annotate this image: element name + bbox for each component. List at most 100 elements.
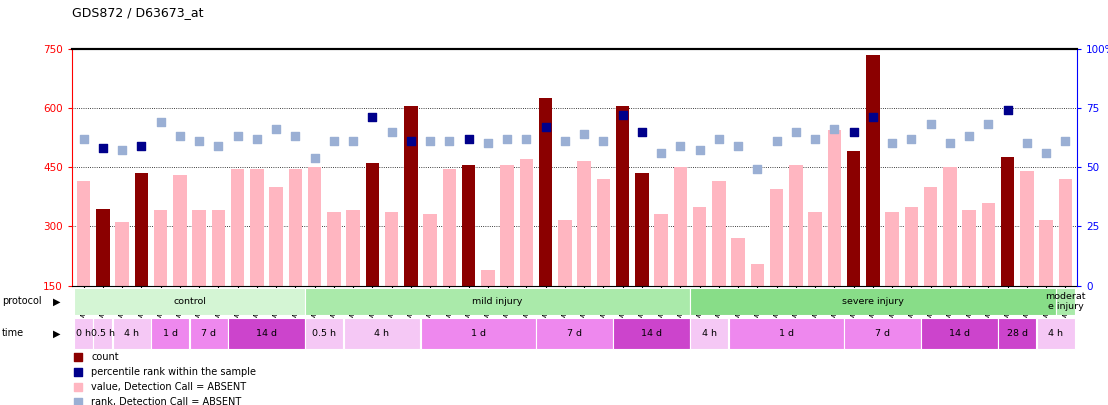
Bar (228, 318, 305, 349)
Point (903, 135, 921, 142)
Point (382, 128, 400, 135)
Bar (692, 207, 707, 286)
Bar (151, 318, 189, 349)
Text: 14 d: 14 d (642, 329, 661, 338)
Point (267, 126, 285, 132)
Point (864, 114, 882, 121)
Point (922, 121, 940, 128)
Point (402, 138, 420, 144)
Point (844, 128, 862, 135)
Bar (943, 167, 956, 286)
Point (460, 135, 478, 142)
Bar (384, 213, 399, 286)
Bar (250, 169, 264, 286)
Point (883, 140, 901, 147)
Bar (305, 318, 343, 349)
Point (325, 138, 342, 144)
Text: rank, Detection Call = ABSENT: rank, Detection Call = ABSENT (91, 397, 242, 405)
Bar (885, 213, 899, 286)
Point (1037, 149, 1055, 156)
Bar (366, 163, 379, 286)
Point (363, 114, 381, 121)
Point (575, 131, 593, 137)
Bar (76, 181, 91, 286)
Bar (750, 264, 765, 286)
Bar (538, 98, 553, 286)
Point (345, 138, 362, 144)
Text: 7 d: 7 d (202, 329, 216, 338)
Bar (96, 209, 110, 286)
Point (941, 140, 958, 147)
Text: 14 d: 14 d (256, 329, 277, 338)
Bar (690, 318, 728, 349)
Text: 7 d: 7 d (875, 329, 890, 338)
Point (152, 119, 170, 125)
Bar (421, 318, 536, 349)
Bar (212, 211, 225, 286)
Point (710, 135, 728, 142)
Text: percentile rank within the sample: percentile rank within the sample (91, 367, 256, 377)
Bar (501, 165, 514, 286)
Bar (189, 318, 228, 349)
Bar (74, 288, 305, 315)
Text: 4 h: 4 h (701, 329, 717, 338)
Text: 4 h: 4 h (375, 329, 390, 338)
Bar (674, 167, 687, 286)
Point (228, 133, 246, 139)
Bar (115, 222, 129, 286)
Bar (423, 215, 437, 286)
Point (787, 128, 804, 135)
Text: severe injury: severe injury (842, 297, 904, 306)
Point (690, 147, 708, 154)
Bar (113, 318, 151, 349)
Text: GDS872 / D63673_at: GDS872 / D63673_at (72, 6, 204, 19)
Text: 4 h: 4 h (1048, 329, 1064, 338)
Text: count: count (91, 352, 119, 362)
Text: 1 d: 1 d (779, 329, 793, 338)
Point (768, 138, 786, 144)
Point (287, 133, 305, 139)
Point (536, 124, 554, 130)
Bar (596, 179, 611, 286)
Text: ▶: ▶ (53, 328, 61, 338)
Point (171, 133, 188, 139)
Bar (93, 318, 112, 349)
Point (729, 143, 747, 149)
Point (749, 166, 767, 173)
Point (209, 143, 227, 149)
Point (390, 74, 408, 80)
Point (441, 138, 459, 144)
Bar (616, 106, 629, 286)
Point (74, 135, 92, 142)
Point (479, 140, 496, 147)
Bar (577, 161, 591, 286)
Bar (904, 207, 919, 286)
Bar (963, 211, 976, 286)
Bar (690, 288, 1056, 315)
Text: time: time (2, 328, 24, 338)
Bar (847, 151, 861, 286)
Bar (924, 187, 937, 286)
Bar (1039, 220, 1053, 286)
Bar (481, 270, 494, 286)
Point (671, 143, 689, 149)
Bar (74, 318, 93, 349)
Text: control: control (173, 297, 206, 306)
Bar (789, 165, 802, 286)
Bar (998, 318, 1036, 349)
Bar (828, 130, 841, 286)
Point (390, 346, 408, 352)
Point (191, 138, 208, 144)
Bar (982, 202, 995, 286)
Bar (347, 211, 360, 286)
Text: 0.5 h: 0.5 h (91, 329, 115, 338)
Point (421, 138, 439, 144)
Text: 0.5 h: 0.5 h (312, 329, 336, 338)
Point (306, 154, 324, 161)
Bar (327, 213, 340, 286)
Text: protocol: protocol (2, 296, 42, 306)
Bar (1056, 288, 1075, 315)
Text: 7 d: 7 d (567, 329, 582, 338)
Bar (809, 213, 822, 286)
Point (94, 145, 112, 151)
